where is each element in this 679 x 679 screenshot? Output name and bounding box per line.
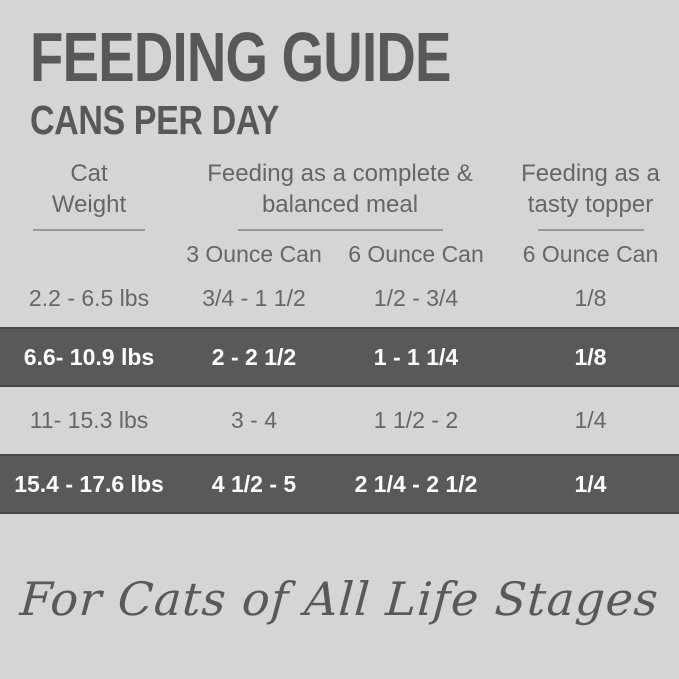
header-underline: [33, 229, 145, 231]
table-row-highlighted: 6.6- 10.9 lbs 2 - 2 1/2 1 - 1 1/4 1/8: [0, 327, 679, 387]
can3-cell: 4 1/2 - 5: [211, 470, 297, 497]
feeding-table: Cat Weight Feeding as a complete & balan…: [0, 158, 679, 514]
header-underline: [537, 229, 644, 231]
header-underline: [237, 229, 443, 231]
weight-cell: 15.4 - 17.6 lbs: [14, 470, 164, 497]
subheader-6oz-can: 6 Ounce Can: [348, 240, 484, 267]
weight-cell: 2.2 - 6.5 lbs: [28, 285, 150, 311]
table-group-header-row: Cat Weight Feeding as a complete & balan…: [0, 158, 679, 238]
col-header-line: Cat: [70, 160, 108, 187]
topper-cell: 1/8: [574, 343, 607, 370]
can6-cell: 1/2 - 3/4: [373, 285, 459, 311]
can3-cell: 3/4 - 1 1/2: [202, 285, 306, 311]
col-header-line: Feeding as a: [521, 160, 660, 187]
page-title: FEEDING GUIDE: [30, 18, 451, 96]
can3-cell: 2 - 2 1/2: [211, 343, 297, 370]
title-block: FEEDING GUIDE CANS PER DAY: [30, 22, 569, 141]
table-subheader-row: 3 Ounce Can 6 Ounce Can 6 Ounce Can: [0, 238, 679, 270]
table-row: 11- 15.3 lbs 3 - 4 1 1/2 - 2 1/4: [0, 387, 679, 454]
table-row-highlighted: 15.4 - 17.6 lbs 4 1/2 - 5 2 1/4 - 2 1/2 …: [0, 454, 679, 514]
col-header-line: tasty topper: [527, 191, 654, 218]
col-header-complete-meal: Feeding as a complete & balanced meal: [178, 158, 502, 231]
table-row: 2.2 - 6.5 lbs 3/4 - 1 1/2 1/2 - 3/4 1/8: [0, 270, 679, 327]
can6-cell: 1 1/2 - 2: [373, 407, 459, 433]
can3-cell: 3 - 4: [230, 407, 278, 433]
weight-cell: 11- 15.3 lbs: [29, 407, 149, 433]
col-header-line: Weight: [51, 191, 127, 218]
subheader-6oz-topper: 6 Ounce Can: [522, 240, 659, 267]
col-header-cat-weight: Cat Weight: [0, 158, 178, 231]
topper-cell: 1/4: [574, 407, 607, 433]
topper-cell: 1/4: [574, 470, 607, 497]
subheader-3oz-can: 3 Ounce Can: [186, 240, 322, 267]
col-header-tasty-topper: Feeding as a tasty topper: [502, 158, 679, 231]
topper-cell: 1/8: [574, 285, 607, 311]
page-subtitle: CANS PER DAY: [30, 97, 280, 143]
can6-cell: 1 - 1 1/4: [373, 343, 459, 370]
tagline-for-cats-of-all-life-stages: For Cats of All Life Stages: [18, 572, 661, 626]
col-header-line: balanced meal: [261, 191, 419, 218]
col-header-line: Feeding as a complete &: [207, 160, 473, 187]
can6-cell: 2 1/4 - 2 1/2: [354, 470, 478, 497]
weight-cell: 6.6- 10.9 lbs: [23, 343, 155, 370]
